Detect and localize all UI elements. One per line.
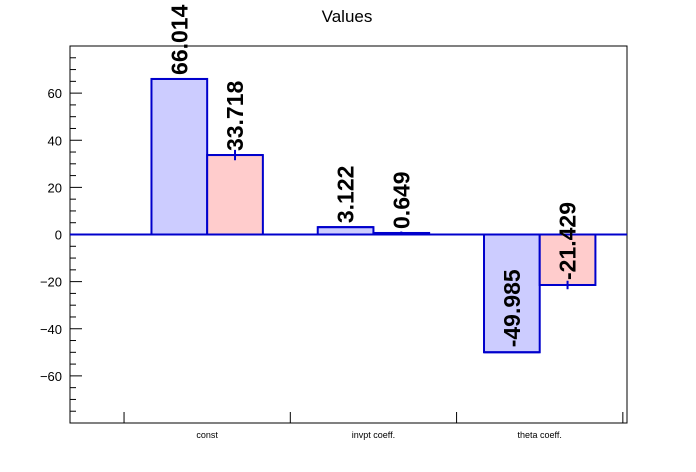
x-category-label: const (196, 430, 218, 440)
y-axis: −60 −40 −20 0 20 40 60 (40, 45, 82, 424)
bar (150, 77, 209, 236)
y-tick-label: −60 (40, 369, 62, 384)
data-label: 66.014 (166, 4, 192, 75)
bar (206, 154, 264, 236)
bar (483, 233, 541, 354)
bars (150, 77, 597, 354)
y-tick-label: −40 (40, 322, 62, 337)
data-label: -49.985 (499, 269, 525, 347)
bar (538, 233, 597, 286)
chart-title: Values (322, 7, 373, 26)
data-label: 33.718 (222, 80, 248, 151)
y-tick-label: 60 (48, 86, 62, 101)
y-tick-label: 40 (48, 133, 62, 148)
data-label: 3.122 (333, 166, 359, 224)
bar (316, 226, 375, 236)
error-bars (151, 77, 596, 354)
x-category-label: theta coeff. (518, 430, 562, 440)
y-tick-label: −20 (40, 275, 62, 290)
data-label: 0.649 (388, 171, 414, 229)
x-category-label: invpt coeff. (352, 430, 395, 440)
y-tick-label: 0 (55, 228, 62, 243)
x-axis: const invpt coeff. theta coeff. (123, 412, 624, 440)
data-label: -21.429 (555, 202, 581, 280)
y-tick-label: 20 (48, 180, 62, 195)
data-labels: 66.014 3.122 -49.985 33.718 0.649 -21.429 (166, 4, 580, 347)
